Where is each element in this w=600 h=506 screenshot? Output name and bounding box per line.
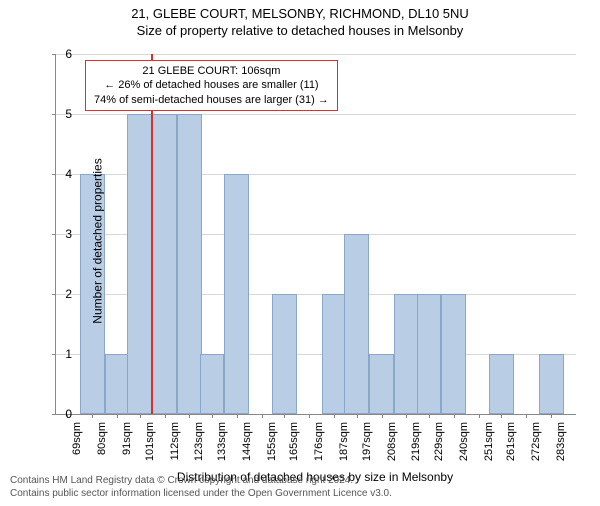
subtitle: Size of property relative to detached ho… <box>0 23 600 38</box>
ytick-label: 2 <box>52 287 72 301</box>
xtick-mark <box>406 414 407 418</box>
page-title: 21, GLEBE COURT, MELSONBY, RICHMOND, DL1… <box>0 6 600 21</box>
xtick-label: 208sqm <box>386 422 398 461</box>
xtick-label: 240sqm <box>458 422 470 461</box>
xtick-mark <box>429 414 430 418</box>
xtick-label: 80sqm <box>96 422 108 455</box>
xtick-mark <box>501 414 502 418</box>
histogram-bar <box>344 234 369 414</box>
xtick-label: 91sqm <box>121 422 133 455</box>
xtick-mark <box>334 414 335 418</box>
footer: Contains HM Land Registry data © Crown c… <box>10 474 392 500</box>
xtick-label: 176sqm <box>313 422 325 461</box>
ytick-label: 0 <box>52 407 72 421</box>
infobox-line2: ← 26% of detached houses are smaller (11… <box>94 78 329 92</box>
xtick-mark <box>309 414 310 418</box>
histogram-bar <box>322 294 347 414</box>
histogram-bar <box>489 354 514 414</box>
marker-infobox: 21 GLEBE COURT: 106sqm ← 26% of detached… <box>85 60 338 111</box>
ytick-label: 6 <box>52 47 72 61</box>
xtick-label: 144sqm <box>241 422 253 461</box>
xtick-label: 123sqm <box>193 422 205 461</box>
xtick-mark <box>382 414 383 418</box>
chart: 69sqm80sqm91sqm101sqm112sqm123sqm133sqm1… <box>55 54 575 414</box>
footer-line2: Contains public sector information licen… <box>10 487 392 500</box>
xtick-label: 229sqm <box>433 422 445 461</box>
xtick-mark <box>284 414 285 418</box>
xtick-label: 155sqm <box>266 422 278 461</box>
xtick-mark <box>479 414 480 418</box>
xtick-label: 187sqm <box>338 422 350 461</box>
xtick-mark <box>140 414 141 418</box>
histogram-bar <box>152 114 177 414</box>
ytick-label: 4 <box>52 167 72 181</box>
xtick-mark <box>551 414 552 418</box>
xtick-mark <box>165 414 166 418</box>
ytick-label: 1 <box>52 347 72 361</box>
histogram-bar <box>394 294 419 414</box>
xtick-mark <box>357 414 358 418</box>
xtick-mark <box>454 414 455 418</box>
histogram-bar <box>441 294 466 414</box>
histogram-bar <box>539 354 564 414</box>
xtick-label: 219sqm <box>410 422 422 461</box>
histogram-bar <box>177 114 202 414</box>
histogram-bar <box>224 174 249 414</box>
histogram-bar <box>272 294 297 414</box>
xtick-label: 283sqm <box>555 422 567 461</box>
xtick-mark <box>237 414 238 418</box>
infobox-line3: 74% of semi-detached houses are larger (… <box>94 93 329 107</box>
xtick-label: 112sqm <box>169 422 181 460</box>
histogram-bar <box>200 354 225 414</box>
xtick-label: 272sqm <box>530 422 542 461</box>
xtick-mark <box>117 414 118 418</box>
infobox-line1: 21 GLEBE COURT: 106sqm <box>94 64 329 78</box>
xtick-label: 133sqm <box>216 422 228 461</box>
xtick-label: 69sqm <box>71 422 83 455</box>
xtick-label: 165sqm <box>288 422 300 461</box>
histogram-bar <box>369 354 394 414</box>
xtick-mark <box>189 414 190 418</box>
histogram-bar <box>127 114 152 414</box>
xtick-label: 197sqm <box>361 422 373 461</box>
footer-line1: Contains HM Land Registry data © Crown c… <box>10 474 392 487</box>
histogram-bar <box>105 354 130 414</box>
ytick-label: 3 <box>52 227 72 241</box>
gridline <box>56 54 576 55</box>
ytick-label: 5 <box>52 107 72 121</box>
histogram-bar <box>417 294 442 414</box>
xtick-mark <box>92 414 93 418</box>
xtick-label: 101sqm <box>144 422 156 461</box>
xtick-mark <box>212 414 213 418</box>
xtick-label: 251sqm <box>483 422 495 461</box>
xtick-mark <box>526 414 527 418</box>
y-axis-label: Number of detached properties <box>91 158 105 323</box>
xtick-mark <box>262 414 263 418</box>
xtick-label: 261sqm <box>505 422 517 461</box>
